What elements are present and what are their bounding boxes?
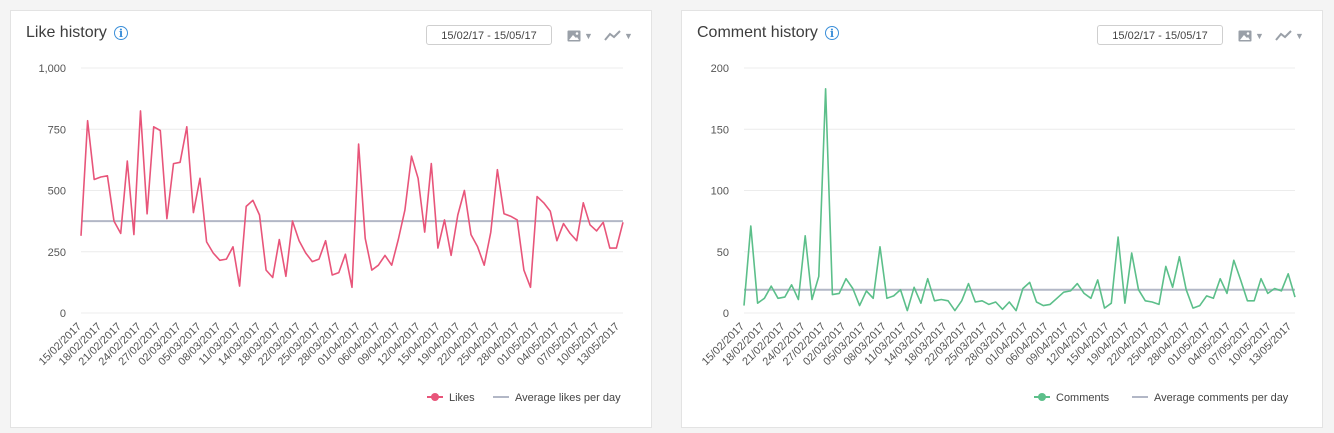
y-tick-label: 0 <box>723 308 729 320</box>
legend-item[interactable]: Average comments per day <box>1132 392 1289 404</box>
legend-label: Average likes per day <box>515 392 621 404</box>
chart-title: Like history <box>26 24 107 41</box>
image-icon <box>567 30 581 42</box>
chart-type-button[interactable]: ▼ <box>604 27 633 45</box>
y-tick-label: 200 <box>711 63 729 75</box>
y-tick-label: 250 <box>48 247 66 259</box>
export-image-button[interactable]: ▼ <box>1238 27 1264 45</box>
date-range-picker[interactable]: 15/02/17 - 15/05/17 <box>426 25 552 45</box>
y-tick-label: 1,000 <box>38 63 66 75</box>
panel-title: Like history i <box>26 24 128 42</box>
info-icon[interactable]: i <box>824 26 839 40</box>
y-tick-label: 50 <box>717 247 729 259</box>
panel-title: Comment history i <box>697 24 839 42</box>
legend-label: Average comments per day <box>1154 392 1289 404</box>
chevron-down-icon: ▼ <box>624 31 633 41</box>
legend-marker <box>1038 393 1046 401</box>
chart-title: Comment history <box>697 24 818 41</box>
series-line <box>80 110 624 289</box>
likes-line-chart: 1,000750500250015/02/201718/02/201721/02… <box>37 63 624 404</box>
legend-label: Comments <box>1056 392 1110 404</box>
legend-item[interactable]: Average likes per day <box>493 392 621 404</box>
line-chart-icon <box>1275 30 1292 41</box>
y-tick-label: 0 <box>60 308 66 320</box>
legend-label: Likes <box>449 392 475 404</box>
y-tick-label: 150 <box>711 124 729 136</box>
series-line <box>743 88 1296 312</box>
export-image-button[interactable]: ▼ <box>567 27 593 45</box>
info-icon[interactable]: i <box>113 26 128 40</box>
date-range-picker[interactable]: 15/02/17 - 15/05/17 <box>1097 25 1223 45</box>
legend-item[interactable]: Comments <box>1034 392 1110 404</box>
y-tick-label: 100 <box>711 186 729 198</box>
legend-item[interactable]: Likes <box>427 392 475 404</box>
image-icon <box>1238 30 1252 42</box>
y-tick-label: 500 <box>48 186 66 198</box>
legend-marker <box>431 393 439 401</box>
chevron-down-icon: ▼ <box>1295 31 1304 41</box>
chart-type-button[interactable]: ▼ <box>1275 27 1304 45</box>
line-chart-icon <box>604 30 621 41</box>
like-history-panel: Like history i 15/02/17 - 15/05/17 ▼ ▼ 1… <box>10 10 652 428</box>
y-tick-label: 750 <box>48 124 66 136</box>
chevron-down-icon: ▼ <box>584 31 593 41</box>
comments-line-chart: 20015010050015/02/201718/02/201721/02/20… <box>700 63 1296 404</box>
chevron-down-icon: ▼ <box>1255 31 1264 41</box>
comment-history-panel: Comment history i 15/02/17 - 15/05/17 ▼ … <box>681 10 1323 428</box>
